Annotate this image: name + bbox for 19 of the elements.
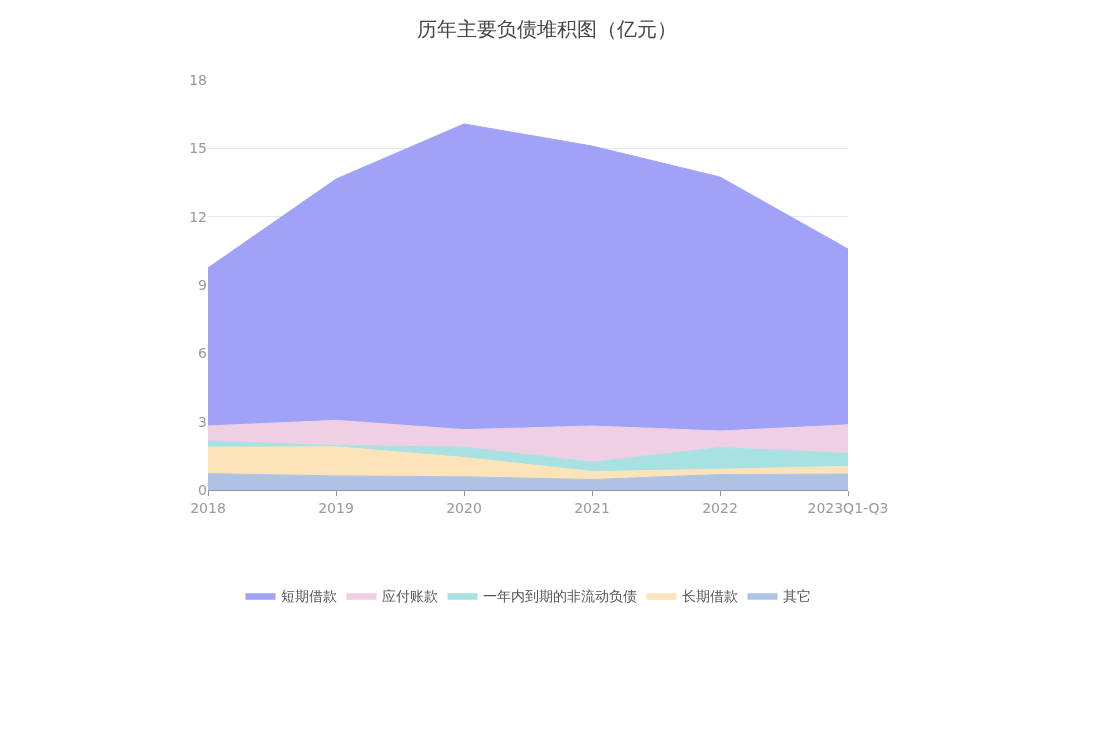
y-tick-label: 15: [189, 140, 207, 157]
x-tick-label: 2021: [574, 499, 610, 516]
y-tick-label: 0: [198, 481, 207, 498]
y-tick-label: 3: [198, 413, 207, 430]
y-tick-label: 18: [189, 71, 207, 88]
chart-title: 历年主要负债堆积图（亿元）: [417, 16, 677, 41]
legend-label: 短期借款: [280, 588, 337, 605]
y-tick-label: 12: [189, 208, 207, 225]
legend-label: 其它: [782, 588, 811, 605]
y-tick-label: 6: [198, 345, 208, 362]
legend-label: 长期借款: [681, 588, 738, 605]
y-tick-label: 9: [198, 276, 207, 293]
x-tick-label: 2019: [318, 499, 354, 516]
x-tick-label: 2018: [190, 499, 226, 516]
legend-label: 一年内到期的非流动负债: [482, 588, 637, 605]
legend-label: 应付账款: [381, 588, 438, 605]
x-tick-label: 2022: [702, 499, 738, 516]
x-tick-label: 2020: [446, 499, 482, 516]
x-tick-label: 2023Q1-Q3: [807, 499, 889, 516]
